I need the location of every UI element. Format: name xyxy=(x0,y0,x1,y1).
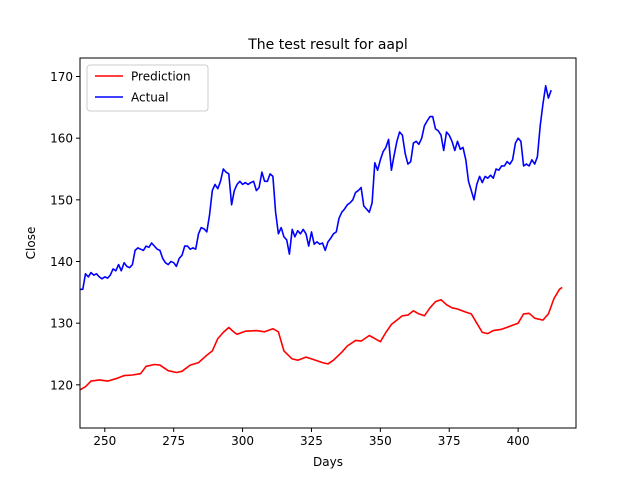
chart-title: The test result for aapl xyxy=(247,37,408,53)
legend: Prediction Actual xyxy=(86,64,209,112)
legend-label-actual: Actual xyxy=(131,91,169,105)
legend-label-prediction: Prediction xyxy=(131,70,191,84)
y-tick-label: 170 xyxy=(50,70,73,84)
y-tick-label: 160 xyxy=(50,132,73,146)
x-tick-label: 375 xyxy=(438,434,461,448)
y-tick-label: 130 xyxy=(50,317,73,331)
y-tick-label: 140 xyxy=(50,255,73,269)
x-tick-label: 350 xyxy=(369,434,392,448)
series-lines xyxy=(79,85,563,391)
series-line-prediction xyxy=(79,286,563,391)
x-tick-label: 300 xyxy=(231,434,254,448)
series-line-actual xyxy=(80,85,552,291)
x-tick-label: 275 xyxy=(162,434,185,448)
y-axis-label: Close xyxy=(24,227,38,260)
axis-ticks: 250 275 300 325 350 375 400 120 130 140 150 160 170 xyxy=(50,70,529,448)
plot-frame xyxy=(79,57,577,429)
x-tick-label: 250 xyxy=(93,434,116,448)
y-tick-label: 150 xyxy=(50,193,73,207)
x-tick-label: 400 xyxy=(507,434,530,448)
x-axis-label: Days xyxy=(313,455,343,469)
x-tick-label: 325 xyxy=(300,434,323,448)
y-tick-label: 120 xyxy=(50,378,73,392)
